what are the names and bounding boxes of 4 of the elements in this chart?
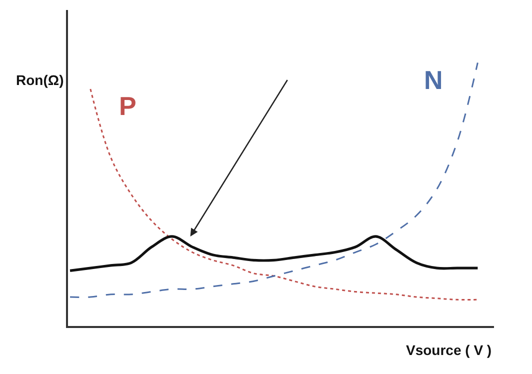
y-axis-title: Ron(Ω)	[16, 72, 64, 88]
x-axis-title: Vsource ( V )	[406, 342, 492, 358]
series-label: P	[119, 91, 136, 121]
series-label: N	[424, 65, 443, 95]
